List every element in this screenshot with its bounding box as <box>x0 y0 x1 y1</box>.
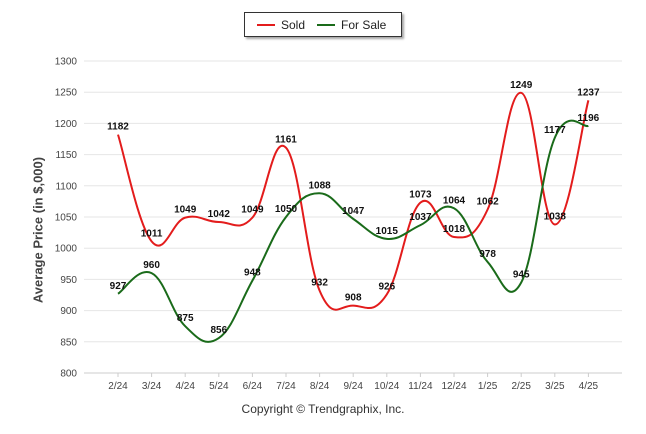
data-label-for-sale-13: 1177 <box>544 125 566 136</box>
data-label-for-sale-12: 945 <box>513 270 530 281</box>
data-label-sold-2: 1049 <box>174 205 197 216</box>
legend-item-for-sale[interactable]: For Sale <box>317 18 386 32</box>
legend: Sold For Sale <box>244 12 402 37</box>
x-tick-label-0: 2/24 <box>108 381 128 392</box>
x-tick-label-12: 2/25 <box>511 381 531 392</box>
x-tick-label-13: 3/25 <box>545 381 565 392</box>
series-line-for-sale <box>117 119 589 343</box>
x-tick-label-7: 9/24 <box>343 381 363 392</box>
x-tick-label-8: 10/24 <box>374 381 399 392</box>
data-label-for-sale-8: 1015 <box>376 226 399 237</box>
y-axis-ticks: 800 850 900 950 1000 1050 1100 1150 1200 1250 1300 <box>55 57 78 380</box>
y-tick-label-1250: 1250 <box>55 88 78 99</box>
data-label-sold-0: 1182 <box>107 122 129 133</box>
data-label-sold-9: 1073 <box>409 190 432 201</box>
y-tick-label-800: 800 <box>60 369 77 380</box>
data-label-for-sale-7: 1047 <box>342 206 365 217</box>
data-labels: 1182 1011 1049 1042 1049 1161 932 908 926 1073 101… <box>107 80 600 336</box>
y-tick-label-1200: 1200 <box>55 119 78 130</box>
legend-item-sold[interactable]: Sold <box>257 18 305 32</box>
data-label-for-sale-5: 1050 <box>275 204 298 215</box>
x-tick-label-9: 11/24 <box>408 381 433 392</box>
data-label-sold-13: 1038 <box>544 211 567 222</box>
x-axis-ticks: 2/24 3/24 4/24 5/24 6/24 7/24 8/24 9/24 10/24 11/… <box>108 373 599 392</box>
data-label-sold-3: 1042 <box>208 209 231 220</box>
data-label-for-sale-11: 978 <box>479 249 496 260</box>
y-axis-label: Average Price (in $,000) <box>30 156 46 304</box>
series-lines <box>117 91 590 343</box>
data-label-for-sale-2: 875 <box>177 313 194 324</box>
data-label-for-sale-4: 948 <box>244 268 261 279</box>
data-label-sold-12: 1249 <box>510 80 533 91</box>
data-label-for-sale-9: 1037 <box>409 212 432 223</box>
x-tick-label-5: 7/24 <box>276 381 296 392</box>
x-tick-label-2: 4/24 <box>175 381 195 392</box>
x-tick-label-14: 4/25 <box>579 381 599 392</box>
y-tick-label-1000: 1000 <box>55 244 78 255</box>
series-line-sold <box>117 91 590 311</box>
x-tick-label-6: 8/24 <box>310 381 330 392</box>
data-label-for-sale-3: 856 <box>210 325 227 336</box>
y-tick-label-900: 900 <box>60 306 77 317</box>
x-tick-label-1: 3/24 <box>142 381 162 392</box>
x-tick-label-10: 12/24 <box>441 381 466 392</box>
legend-label-for-sale: For Sale <box>341 18 387 32</box>
y-tick-label-1050: 1050 <box>55 213 78 224</box>
x-tick-label-4: 6/24 <box>243 381 263 392</box>
copyright-footer: Copyright © Trendgraphix, Inc. <box>241 402 405 416</box>
y-tick-label-1150: 1150 <box>55 150 77 161</box>
data-label-sold-1: 1011 <box>141 228 163 239</box>
x-tick-label-3: 5/24 <box>209 381 229 392</box>
y-tick-label-1300: 1300 <box>55 57 78 68</box>
data-label-sold-8: 926 <box>378 281 395 292</box>
gridlines <box>84 60 622 374</box>
data-label-sold-7: 908 <box>345 293 362 304</box>
data-label-for-sale-14: 1196 <box>578 113 600 124</box>
data-label-sold-14: 1237 <box>577 87 600 98</box>
data-label-for-sale-0: 927 <box>110 281 127 292</box>
data-label-for-sale-10: 1064 <box>443 195 466 206</box>
y-tick-label-950: 950 <box>60 275 77 286</box>
data-label-for-sale-6: 1088 <box>308 180 331 191</box>
x-tick-label-11: 1/25 <box>478 381 498 392</box>
legend-swatch-sold <box>257 24 275 26</box>
data-label-sold-4: 1049 <box>241 205 264 216</box>
data-label-sold-5: 1161 <box>275 135 297 146</box>
data-label-for-sale-1: 960 <box>143 260 160 271</box>
legend-label-sold: Sold <box>281 18 306 32</box>
data-label-sold-11: 1062 <box>476 197 499 208</box>
legend-swatch-for-sale <box>317 24 335 26</box>
y-tick-label-1100: 1100 <box>55 181 77 192</box>
data-label-sold-6: 932 <box>311 278 328 289</box>
data-label-sold-10: 1018 <box>443 224 466 235</box>
y-tick-label-850: 850 <box>60 337 77 348</box>
